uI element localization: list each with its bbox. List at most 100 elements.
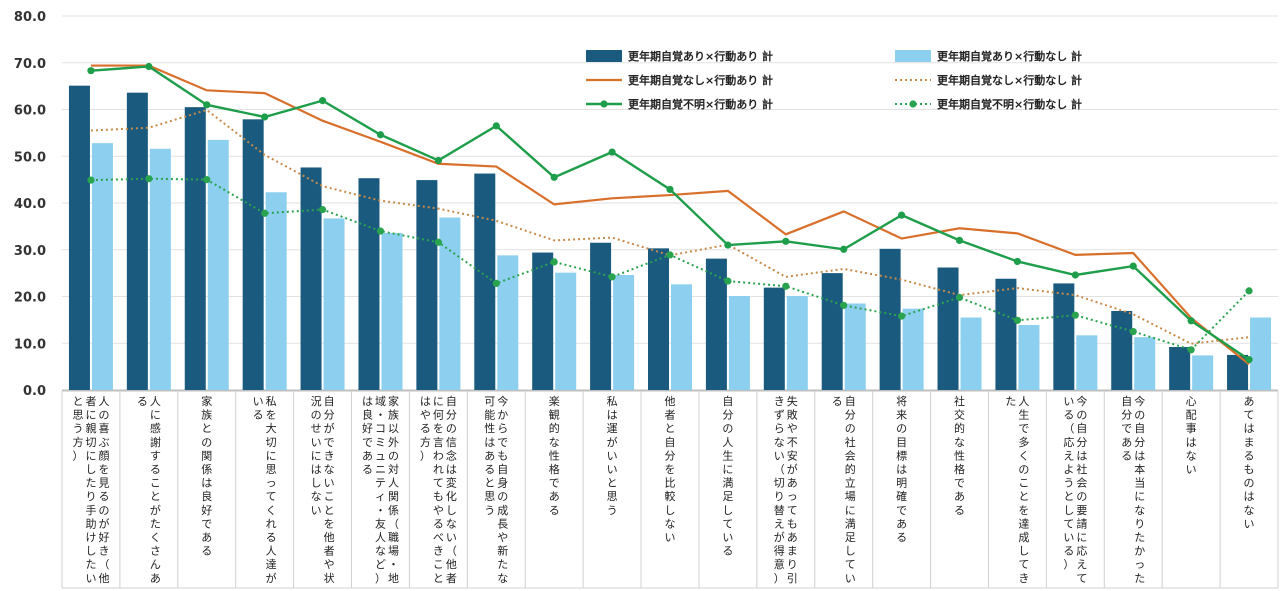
legend-item: 更年期自覚なし×行動あり 計 [586,73,773,87]
legend-marker [600,100,608,108]
bar [728,296,750,390]
bar [1227,354,1249,390]
bar [995,278,1017,390]
series-point [145,175,153,183]
series-point [724,241,732,249]
category-label: 他者と自分を比較しない [665,395,676,544]
category-label: 今の自分は社会の要請に応えている（応えようとしている） [1063,394,1087,585]
series-point [376,227,385,235]
y-tick-label: 80.0 [14,10,46,25]
series-point [318,97,327,105]
series-point [550,258,558,266]
series-point [1129,327,1137,336]
series-point [434,156,442,165]
category-label: 自分の社会的立場に満足している [832,395,856,585]
series-point [376,131,385,139]
category-labels: 人の喜ぶ顔を見るのが好き（他者に親切にしたり手助けしたいと思う方） 人に感謝するこ… [61,390,1279,589]
bar [184,107,206,390]
series-point [955,293,964,302]
series-point [666,251,674,259]
bar [242,119,264,390]
bar [671,284,692,390]
legend-label: 更年期自覚なし×行動なし 計 [937,73,1082,87]
category-label: 心配事はない [1186,395,1197,476]
series-point [261,113,269,121]
legend-item: 更年期自覚あり×行動なし 計 [895,49,1082,63]
series-point [840,245,848,253]
series-point [782,237,790,245]
bar [358,178,380,390]
bar [705,258,727,390]
series-point [1129,262,1137,270]
series-point [203,101,211,109]
series-point [434,238,442,246]
grid [62,15,1278,391]
bar [937,267,959,390]
category-label: 社交的な性格である [954,394,965,517]
bar [613,274,635,390]
legend: 更年期自覚あり×行動あり 計 更年期自覚あり×行動なし 計更年期自覚なし×行動あり… [586,49,1082,111]
series-point [666,185,674,194]
category-label: 家族との関係は良好である [201,394,212,558]
series-line [90,108,1250,345]
category-label: 楽観的な性格である [549,395,560,517]
legend-label: 更年期自覚あり×行動なし 計 [937,49,1082,63]
legend-marker [909,100,917,108]
category-label: 将来の目標は明確である [896,395,907,544]
y-tick-label: 0.0 [23,384,46,399]
y-tick-label: 10.0 [14,337,46,352]
series-point [1187,317,1195,325]
category-label: 家族以外の対人関係（職場・地域・コミュニティ・友人など）は良好である [362,394,399,585]
series-line [90,64,1250,366]
series-point [608,273,616,281]
category-label: 私は運がいいと思う [607,395,618,517]
series-point [87,176,95,184]
legend-item: 更年期自覚不明×行動あり 計 [586,97,773,111]
legend-swatch [586,50,622,62]
category-label: あてはまるものはない [1244,395,1255,530]
series-point [608,148,616,156]
bar [149,148,171,390]
bar [300,167,322,390]
series-point [1013,316,1022,324]
series-point [1071,271,1079,279]
bar [1111,310,1133,390]
y-tick-label: 50.0 [14,150,46,165]
series-point [724,277,732,285]
bar [1076,335,1098,390]
series-point [1187,346,1195,354]
bar [126,92,148,391]
y-tick-label: 60.0 [14,104,46,119]
bar [763,287,785,390]
category-label: 人生で多くのことを達成してきた [1005,395,1029,585]
y-tick-label: 70.0 [14,57,46,72]
bar [902,308,924,390]
legend-label: 更年期自覚不明×行動あり 計 [628,97,773,111]
category-label: 今の自分は本当になりたかった自分である [1121,394,1145,585]
category-label: 人の喜ぶ顔を見るのが好き（他者に親切にしたり手助けしたいと思う方） [72,395,109,585]
legend-label: 更年期自覚あり×行動あり 計 [628,49,773,63]
series-point [550,173,558,181]
category-label: 私を大切に思ってくれる人達がいる [253,395,277,585]
series-point [145,62,153,71]
series-point [782,282,790,290]
bar [68,85,90,390]
bar [1134,337,1156,390]
bar [439,217,461,390]
legend-swatch [895,50,931,62]
category-label: 今からでも自身の成長や新たな可能性はあると思う [484,394,508,585]
bar [532,252,554,390]
bar [1053,283,1075,390]
category-label: 自分ができないことを他者や状況のせいにはしない [311,394,335,585]
category-label: 人に感謝することがたくさんある [137,395,161,585]
legend-item: 更年期自覚なし×行動なし 計 [895,73,1082,87]
bar [91,143,113,390]
category-label: 自分の人生に満足している [722,395,733,558]
legend-label: 更年期自覚なし×行動あり 計 [628,73,773,87]
y-axis: 0.0 10.0 20.0 30.0 40.0 50.0 60.0 70.0 80.0 [14,10,46,399]
series-point [1245,356,1253,364]
bar [323,218,345,390]
bar [648,248,669,390]
bar [207,139,229,390]
